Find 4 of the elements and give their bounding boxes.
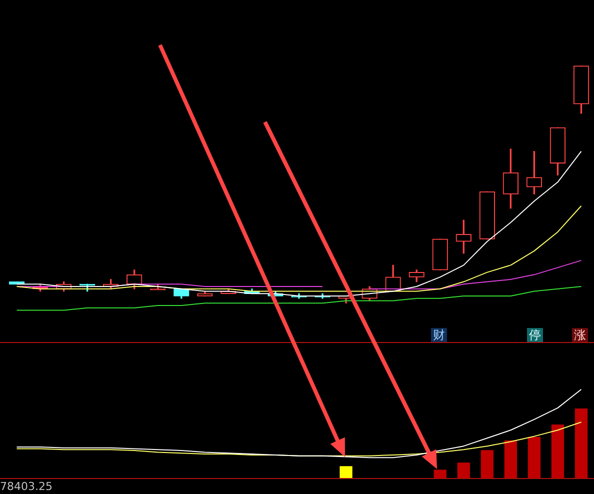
- text: 停: [527, 328, 543, 342]
- text: 财: [431, 328, 447, 342]
- text: 涨: [572, 328, 588, 342]
- text: 78403.25: [0, 480, 52, 493]
